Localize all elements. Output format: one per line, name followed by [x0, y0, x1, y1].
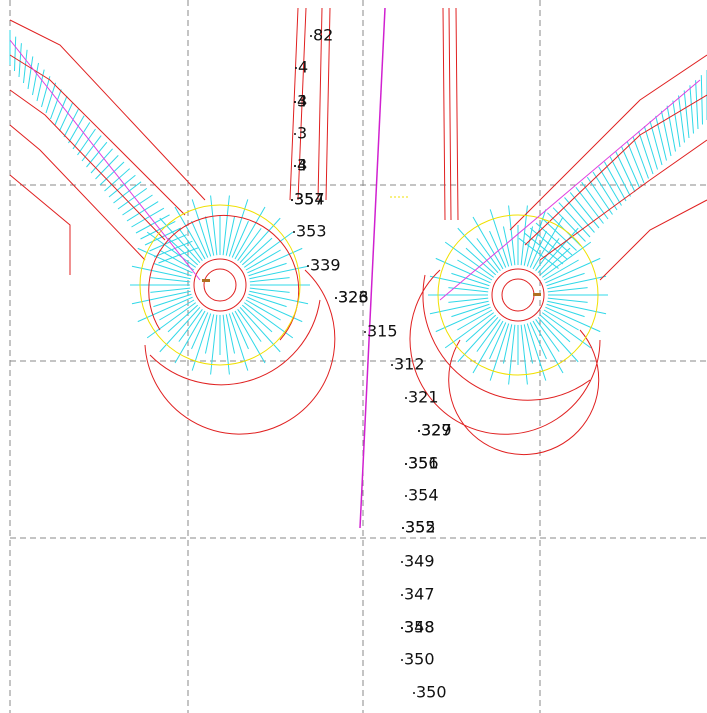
- point-label: 354: [294, 190, 325, 209]
- hatch-line: [622, 147, 640, 188]
- point-label: 4: [298, 58, 308, 77]
- point-dot: [391, 364, 393, 366]
- hatch-line: [540, 315, 570, 342]
- hatch-line: [168, 238, 198, 265]
- point-label: 350: [416, 683, 447, 702]
- hatch-line: [33, 63, 39, 95]
- hatch-line: [644, 126, 657, 169]
- hatch-line: [132, 208, 164, 227]
- point-dot: [294, 101, 296, 103]
- point-labels: 8243433435735435333932632331531232132932…: [291, 26, 452, 702]
- hatch-line: [96, 155, 119, 179]
- hatch-line: [15, 37, 16, 71]
- grid: [10, 0, 707, 713]
- hatch-line: [466, 248, 496, 275]
- hatch-line: [696, 80, 698, 129]
- hatch-line: [503, 324, 511, 363]
- hatch-line: [548, 298, 588, 302]
- hatch-line: [150, 288, 190, 292]
- point-dot: [401, 594, 403, 596]
- point-dot: [310, 35, 312, 37]
- hatch-line: [127, 202, 158, 221]
- hatch-line: [701, 75, 702, 124]
- hatch-line: [627, 141, 644, 183]
- hatch-line: [242, 305, 272, 332]
- hatch-line: [168, 305, 198, 332]
- cad-view: 8243433435735435333932632331531232132932…: [0, 0, 707, 713]
- hatch-line: [24, 50, 28, 83]
- point-label: 354: [408, 486, 439, 505]
- point-label: 312: [394, 355, 425, 374]
- hatch-line: [19, 43, 21, 77]
- ramps: [10, 8, 707, 528]
- point-label: 350: [404, 650, 435, 669]
- point-label: 352: [405, 518, 436, 537]
- point-dot: [405, 463, 407, 465]
- point-dot: [401, 627, 403, 629]
- hatch-line: [150, 278, 190, 282]
- hatch-line: [28, 56, 33, 89]
- hatch-line: [503, 227, 511, 266]
- point-dot: [405, 397, 407, 399]
- point-label: 321: [408, 388, 439, 407]
- point-label: 327: [421, 421, 452, 440]
- hatch-line: [250, 288, 290, 292]
- point-label: 349: [404, 552, 435, 571]
- point-dot: [335, 297, 337, 299]
- hatch-line: [679, 96, 685, 143]
- point-dot: [364, 331, 366, 333]
- point-dot: [294, 165, 296, 167]
- point-dot: [418, 430, 420, 432]
- point-label: 315: [367, 322, 398, 341]
- point-dot: [291, 199, 293, 201]
- hatch-line: [466, 315, 496, 342]
- hatch-line: [73, 122, 90, 149]
- point-dot: [295, 67, 297, 69]
- hatch-line: [540, 248, 570, 275]
- point-dot: [401, 659, 403, 661]
- point-label: 347: [404, 585, 435, 604]
- hatch-line: [684, 90, 689, 138]
- point-label: 323: [338, 288, 369, 307]
- point-label: 348: [404, 618, 435, 637]
- point-dot: [294, 133, 296, 135]
- point-label: 82: [313, 26, 333, 45]
- hatch-line: [553, 208, 585, 242]
- point-label: 351: [408, 454, 439, 473]
- hatch-line: [105, 169, 130, 191]
- hatch-line: [205, 314, 213, 353]
- hatch-line: [205, 217, 213, 256]
- hatch-line: [87, 142, 107, 167]
- point-label: 4: [297, 156, 307, 175]
- point-dot: [307, 265, 309, 267]
- hatch-line: [91, 149, 113, 173]
- point-dot: [293, 231, 295, 233]
- hatch-line: [145, 228, 181, 245]
- point-label: 339: [310, 256, 341, 275]
- hatch-line: [242, 238, 272, 265]
- point-dot: [405, 495, 407, 497]
- hatch-line: [633, 136, 649, 178]
- point-dot: [413, 692, 415, 694]
- hatch-line: [639, 131, 653, 174]
- point-label: 3: [297, 124, 307, 143]
- hatching: [10, 30, 707, 385]
- hatch-line: [524, 324, 532, 363]
- hatch-line: [100, 162, 124, 185]
- hatch-line: [226, 314, 234, 353]
- point-dot: [401, 561, 403, 563]
- hatch-line: [690, 85, 694, 133]
- point-label: 353: [296, 222, 327, 241]
- hatch-line: [448, 298, 488, 302]
- hatch-line: [250, 278, 290, 282]
- hatch-line: [150, 235, 187, 251]
- point-label: 4: [297, 92, 307, 111]
- hatch-line: [69, 116, 85, 143]
- point-dot: [402, 527, 404, 529]
- hatch-line: [548, 288, 588, 292]
- hatch-line: [226, 217, 234, 256]
